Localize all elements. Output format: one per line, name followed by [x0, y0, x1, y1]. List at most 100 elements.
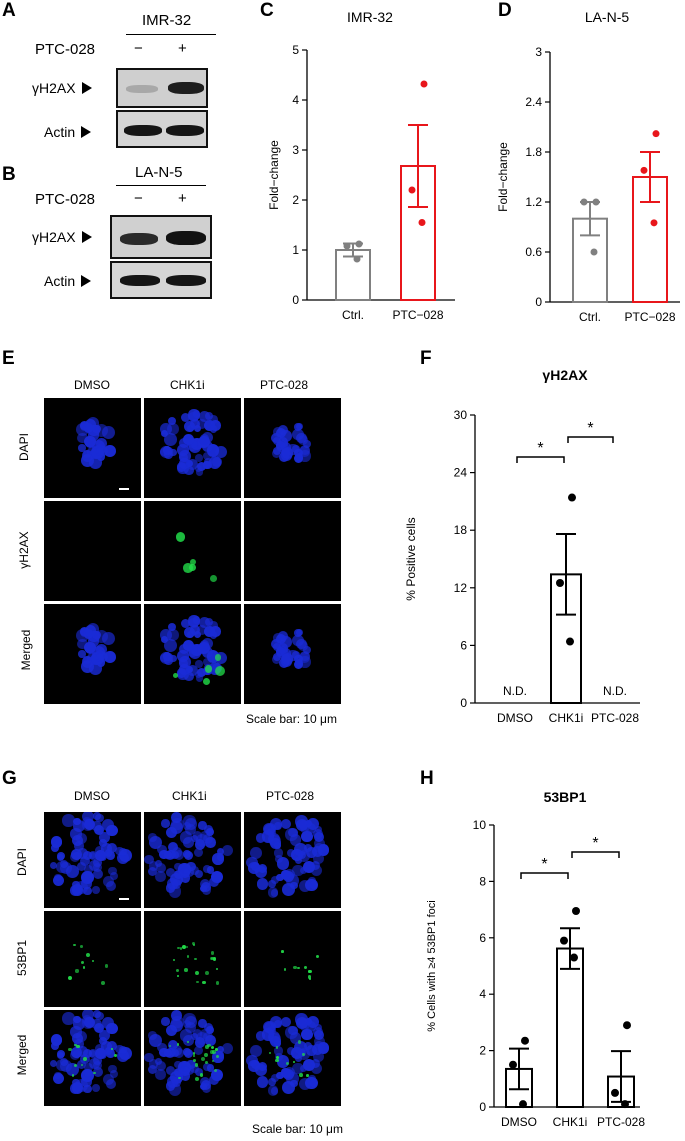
nucleus — [289, 834, 302, 846]
nucleus — [169, 448, 177, 457]
nucleus — [195, 468, 204, 477]
nucleus — [185, 1059, 196, 1070]
chart-title: 53BP1 — [544, 789, 587, 805]
nucleus — [94, 1048, 106, 1059]
data-point — [521, 1036, 529, 1045]
cell-line-underline-b — [116, 185, 206, 186]
nucleus — [62, 814, 75, 827]
nucleus — [195, 870, 204, 879]
foci-spot — [172, 959, 175, 962]
nucleus — [202, 452, 211, 461]
nucleus — [183, 627, 195, 639]
foci-spot — [192, 943, 195, 947]
nucleus — [317, 1041, 330, 1054]
lane-minus-b: − — [134, 190, 143, 207]
scale-bar-label-e: Scale bar: 10 μm — [246, 712, 337, 726]
y-axis-label: % Positive cells — [404, 517, 418, 600]
data-point — [590, 248, 598, 256]
nucleus — [110, 1069, 119, 1078]
nucleus — [147, 1065, 157, 1075]
y-tick-label: 4 — [479, 987, 486, 1001]
y-axis-label: Fold−change — [267, 140, 281, 210]
nucleus — [102, 1017, 115, 1030]
nucleus — [251, 861, 261, 872]
foci-spot — [275, 1045, 279, 1049]
data-point — [560, 936, 568, 945]
nucleus — [273, 821, 282, 830]
blot-band — [124, 125, 162, 136]
nucleus — [196, 625, 207, 636]
nucleus — [50, 836, 62, 848]
nucleus — [76, 847, 89, 860]
nucleus — [305, 823, 316, 834]
nucleus — [287, 848, 296, 857]
nucleus — [60, 1060, 72, 1072]
micrograph-tile — [244, 398, 341, 498]
blot-band — [166, 125, 204, 136]
cell-line-underline-a — [126, 34, 216, 35]
nucleus — [95, 447, 105, 456]
nucleus — [299, 1021, 309, 1031]
y-tick-label: 24 — [454, 466, 468, 480]
nucleus — [294, 654, 303, 664]
data-point — [580, 198, 588, 206]
nucleus — [101, 631, 115, 645]
panel-letter-c: C — [260, 0, 274, 21]
nucleus — [281, 447, 294, 460]
nucleus — [149, 861, 159, 871]
data-point — [572, 907, 580, 916]
y-tick-label: 6 — [479, 931, 486, 945]
nucleus — [168, 1039, 179, 1050]
nucleus — [51, 844, 59, 852]
chart-title: γH2AX — [542, 367, 588, 383]
foci-spot — [285, 1062, 289, 1066]
nucleus — [93, 1066, 104, 1077]
foci-spot — [205, 1045, 209, 1049]
data-point — [652, 130, 660, 138]
nucleus — [76, 1045, 89, 1058]
nucleus — [73, 852, 82, 861]
nucleus — [205, 828, 214, 837]
nucleus — [177, 649, 190, 662]
y-axis-label: % Cells with ≥4 53BP1 foci — [426, 900, 438, 1031]
nucleus — [287, 1046, 296, 1055]
data-point — [568, 493, 576, 502]
nucleus — [108, 1064, 117, 1074]
nucleus — [298, 1048, 307, 1057]
y-axis-label: Fold−change — [496, 142, 510, 212]
nucleus — [83, 1062, 93, 1072]
nucleus — [216, 1045, 225, 1054]
nucleus — [299, 652, 311, 663]
nucleus — [80, 659, 94, 673]
bar — [556, 947, 584, 1108]
y-tick-label: 2 — [479, 1044, 486, 1058]
nucleus — [263, 1021, 275, 1033]
nucleus — [83, 886, 92, 896]
nucleus — [177, 443, 190, 456]
nucleus — [293, 454, 303, 464]
nucleus — [216, 847, 225, 856]
scale-bar — [119, 898, 129, 900]
nucleus — [188, 409, 200, 421]
nucleus — [87, 429, 100, 442]
foci-spot — [196, 980, 199, 984]
nucleus — [104, 849, 113, 857]
nucleus — [57, 851, 66, 860]
nucleus — [255, 1031, 266, 1041]
value-label-nd: N.D. — [603, 684, 627, 698]
foci-spot — [210, 1046, 214, 1050]
nucleus — [177, 462, 187, 472]
micrograph-tile — [244, 812, 341, 908]
foci-spot — [91, 959, 94, 962]
nucleus — [312, 1051, 324, 1062]
nucleus — [60, 860, 69, 869]
foci-spot — [73, 1063, 78, 1068]
nucleus — [313, 1030, 324, 1041]
lane-plus-b: + — [178, 190, 187, 207]
row-label-actin-a-text: Actin — [44, 124, 76, 140]
row-label-merged-e: Merged — [19, 629, 33, 671]
foci-spot — [173, 673, 179, 679]
scale-bar — [119, 488, 129, 490]
nucleus — [297, 434, 308, 445]
foci-spot — [212, 1050, 217, 1055]
